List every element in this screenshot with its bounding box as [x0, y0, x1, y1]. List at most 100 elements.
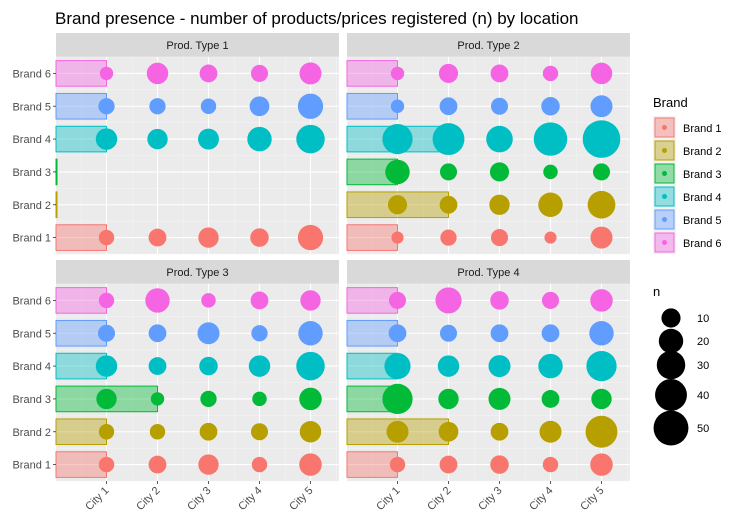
point: [95, 128, 118, 150]
legend-size: n 10 20 30 40 50: [653, 284, 709, 446]
legend-size-label: 40: [697, 390, 709, 402]
point: [382, 123, 413, 155]
point: [438, 63, 459, 83]
y-tick-label: Brand 2: [12, 200, 51, 212]
point: [592, 163, 611, 181]
point: [490, 291, 509, 310]
point: [590, 289, 613, 312]
point: [388, 291, 407, 309]
facet-strip: [56, 33, 339, 57]
point: [539, 420, 562, 443]
point: [490, 324, 509, 343]
facet-strip: [347, 260, 630, 284]
panel-3: Prod. Type 3 Brand 1 Brand 2 Brand 3 Brand 4…: [12, 260, 339, 513]
point: [146, 62, 169, 85]
legend-label: Brand 2: [683, 146, 722, 158]
point: [145, 288, 170, 313]
facet-title: Prod. Type 2: [457, 40, 519, 52]
point: [250, 228, 269, 247]
point: [541, 97, 560, 116]
point: [489, 194, 510, 215]
y-tick-label: Brand 2: [12, 427, 51, 439]
point: [296, 351, 325, 381]
bar-brand-2: [55, 191, 58, 219]
point: [200, 98, 217, 114]
point: [297, 224, 324, 251]
y-tick-label: Brand 1: [12, 233, 51, 245]
point: [538, 353, 563, 379]
point: [439, 195, 458, 214]
legend-label: Brand 3: [683, 169, 722, 181]
point: [591, 388, 612, 410]
point: [582, 120, 621, 158]
point: [148, 357, 167, 375]
point: [299, 453, 322, 476]
point: [490, 422, 509, 441]
point: [486, 125, 513, 153]
y-tick-label: Brand 4: [12, 134, 51, 146]
point: [247, 126, 272, 152]
point: [150, 392, 165, 406]
point: [98, 424, 115, 440]
bar-brand-3: [55, 158, 58, 186]
x-tick-label: City 1: [374, 485, 402, 513]
point: [590, 62, 613, 85]
y-tick-label: Brand 1: [12, 460, 51, 472]
point: [387, 195, 408, 215]
legend-key-point: [662, 171, 667, 176]
point: [299, 62, 322, 85]
point: [299, 421, 322, 443]
point: [391, 231, 404, 244]
panel-4: Prod. Type 4 City 1 City 2 City 3 City 4 City…: [346, 260, 630, 513]
point: [389, 456, 406, 473]
point: [198, 227, 219, 248]
x-tick-label: City 3: [476, 485, 504, 513]
bar-brand-1: [346, 451, 398, 478]
y-tick-label: Brand 6: [12, 295, 51, 307]
point: [490, 229, 509, 247]
point: [490, 97, 509, 115]
legend-size-label: 20: [697, 336, 709, 348]
legend-key-point: [662, 240, 667, 245]
legend-size-point: [653, 410, 689, 446]
bar-brand-1: [346, 224, 398, 251]
point: [439, 97, 458, 116]
point: [541, 291, 560, 309]
legend-size-label: 10: [697, 313, 709, 325]
facet-title: Prod. Type 1: [166, 40, 228, 52]
point: [251, 456, 268, 473]
point: [533, 122, 568, 156]
panel-1: Prod. Type 1 Brand 1 Brand 2 Brand 3 Brand 4…: [12, 33, 339, 255]
point: [99, 66, 114, 81]
point: [384, 353, 411, 380]
point: [587, 190, 616, 219]
point: [248, 355, 271, 377]
point: [198, 128, 219, 150]
legend-label: Brand 5: [683, 215, 722, 227]
bar-brand-1: [55, 451, 107, 478]
point: [390, 99, 405, 113]
y-tick-label: Brand 6: [12, 68, 51, 80]
legend-title: n: [653, 284, 660, 299]
point: [98, 229, 115, 246]
y-tick-label: Brand 3: [12, 394, 51, 406]
point: [488, 355, 511, 378]
legend-label: Brand 6: [683, 238, 722, 250]
point: [251, 325, 268, 342]
point: [382, 383, 413, 415]
bar-brand-5: [346, 92, 398, 120]
legend-key-point: [662, 125, 667, 130]
point: [432, 123, 465, 156]
point: [199, 64, 218, 83]
point: [149, 98, 166, 115]
point: [490, 455, 509, 474]
point: [541, 390, 560, 408]
chart-title: Brand presence - number of products/pric…: [55, 9, 578, 28]
point: [201, 293, 216, 308]
point: [586, 350, 617, 382]
legend-size-point: [661, 308, 681, 328]
point: [298, 321, 323, 346]
legend-key-point: [662, 194, 667, 199]
legend-size-label: 50: [697, 423, 709, 435]
